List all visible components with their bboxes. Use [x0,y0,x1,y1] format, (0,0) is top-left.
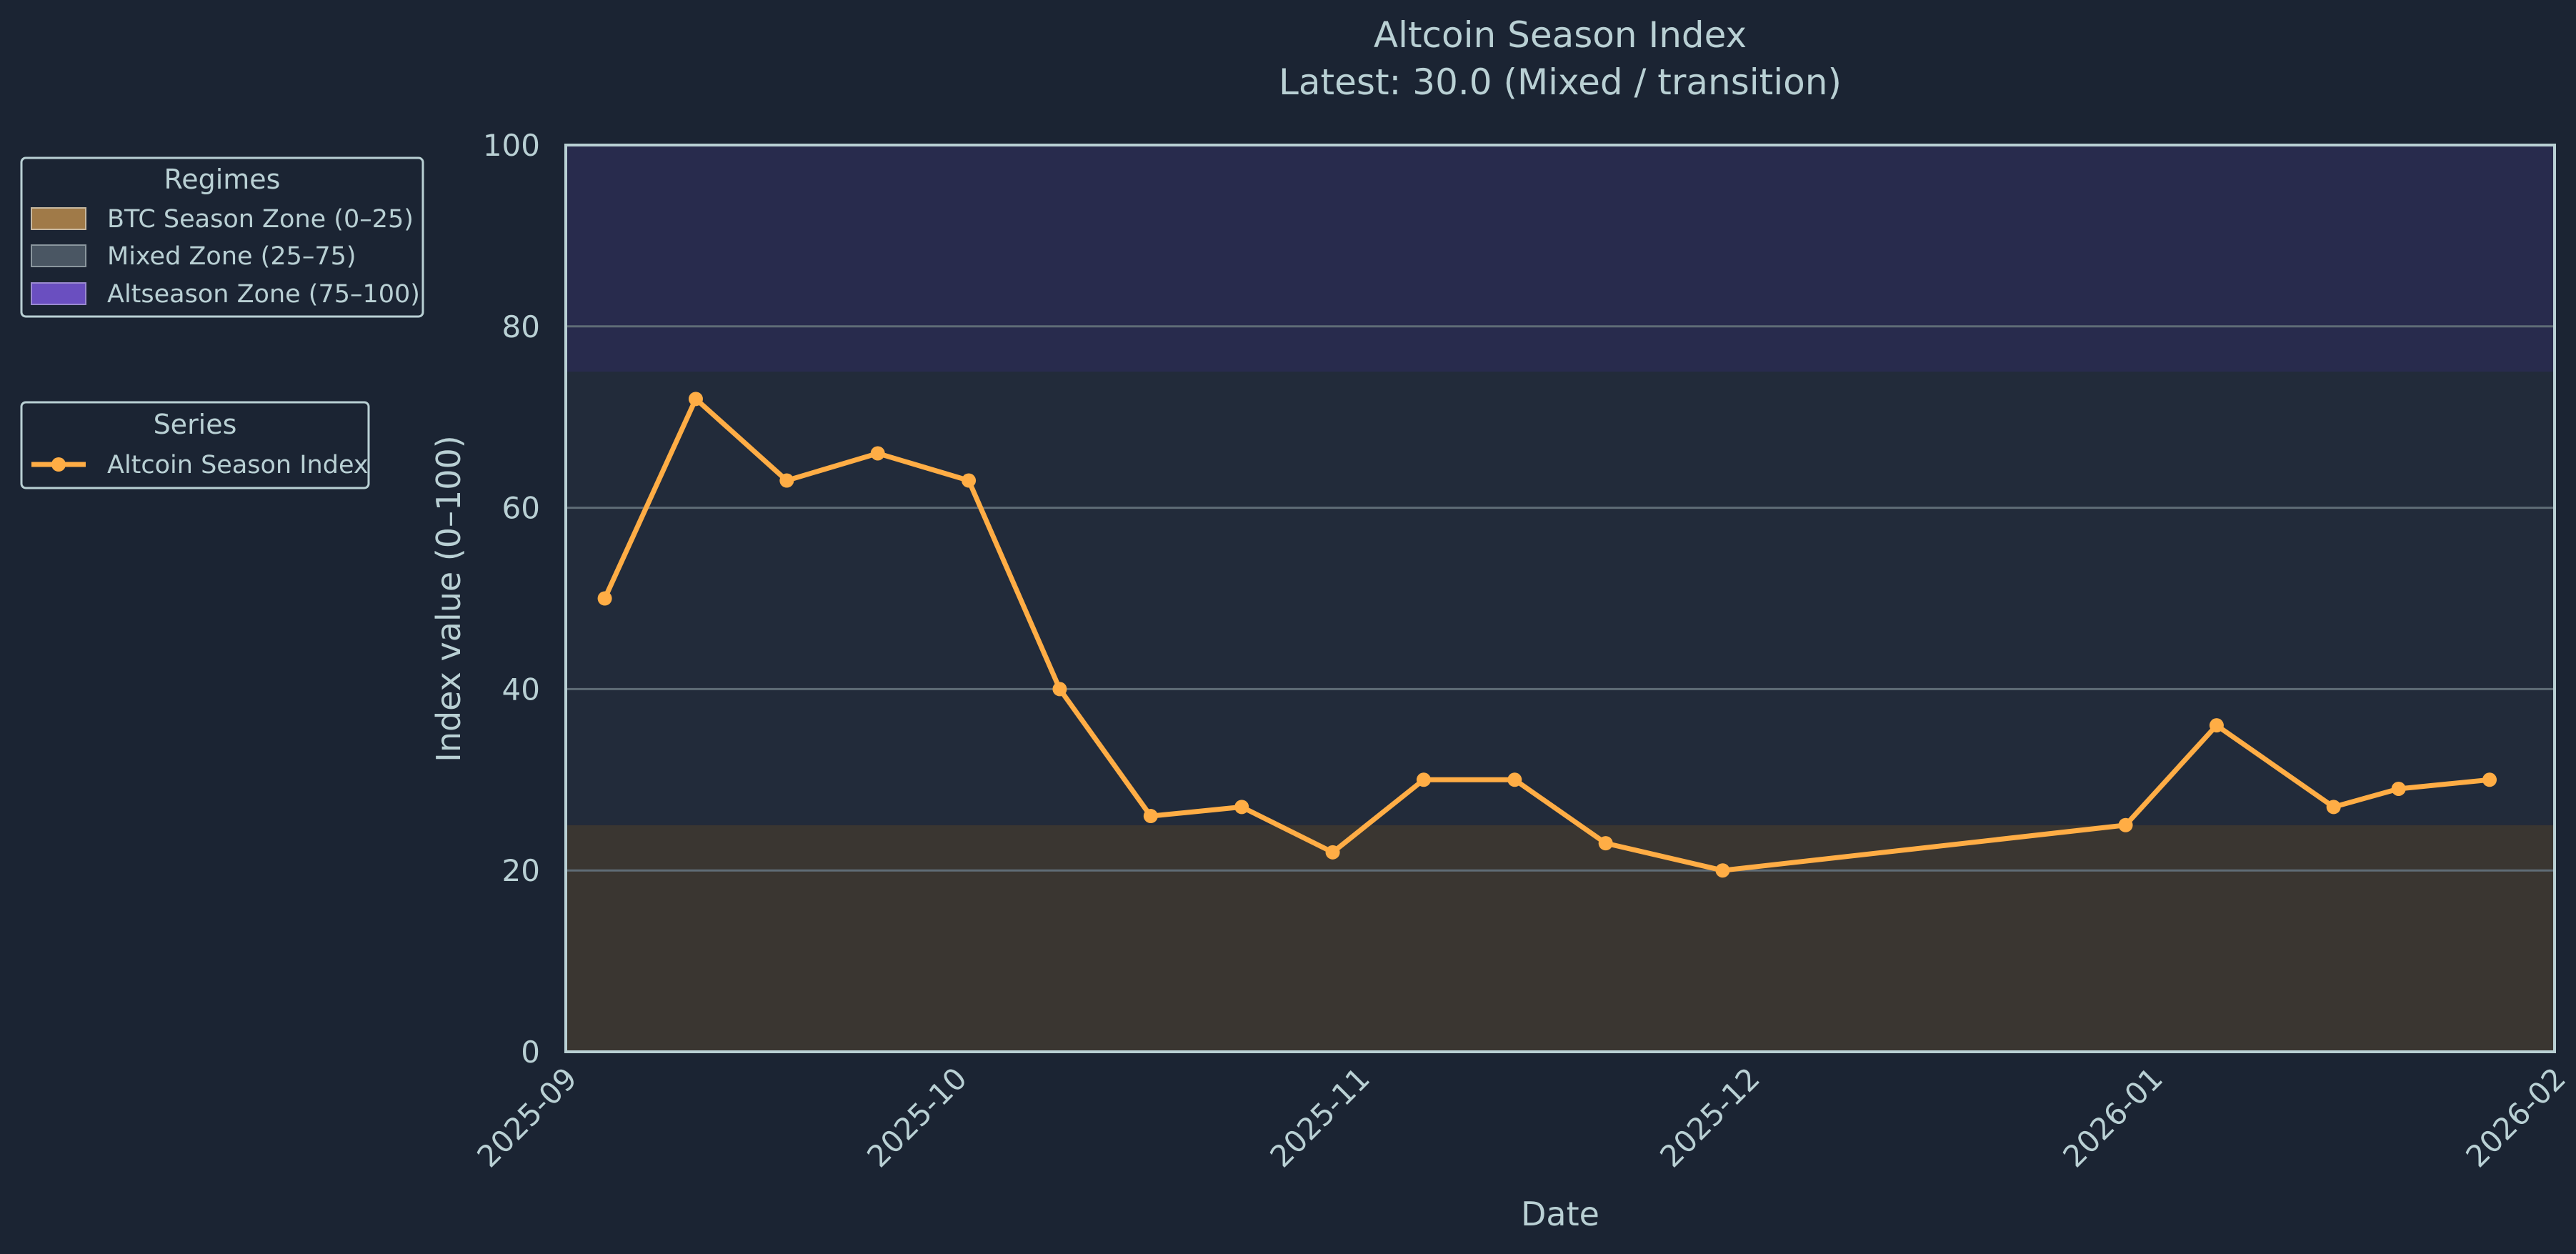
legend-regimes-title: Regimes [164,164,281,195]
y-axis-label: Index value (0–100) [429,435,468,762]
data-point-13 [2118,817,2133,832]
x-tick-labels: 2025-09 2025-10 2025-11 2025-12 2026-01 2026-… [470,1060,2572,1174]
y-tick-label-0: 0 [521,1035,540,1070]
band-btc-zone [566,825,2555,1052]
data-point-2 [779,473,794,488]
legend-swatch-btc-zone [31,207,86,230]
data-point-1 [688,392,703,407]
legend-regimes-box [20,156,424,318]
legend-marker-swatch [51,457,66,472]
legend-entry-altseason-zone: Altseason Zone (75–100) [107,280,420,309]
gridlines [566,325,2555,872]
x-axis-label: Date [1521,1195,1599,1233]
legend-entry-mixed-zone: Mixed Zone (25–75) [107,242,356,271]
series-layer [597,392,2497,878]
data-point-9 [1416,772,1431,787]
data-point-17 [2482,772,2497,787]
data-point-10 [1507,772,1522,787]
y-tick-label-40: 40 [502,672,540,707]
x-tick-label-2026-01: 2026-01 [2056,1060,2170,1174]
band-altseason-zone [566,145,2555,372]
data-point-3 [870,446,885,461]
y-tick-label-80: 80 [502,309,540,344]
data-point-4 [962,473,977,488]
legend-series-title: Series [154,409,237,440]
chart-subtitle: Latest: 30.0 (Mixed / transition) [1279,61,1842,103]
y-tick-label-60: 60 [502,491,540,526]
legend-swatch-altseason-zone [31,282,86,305]
legend-entry-altcoin-season-index: Altcoin Season Index [107,451,369,479]
x-tick-label-2025-09: 2025-09 [470,1060,584,1174]
legend-series-box [20,401,370,489]
data-point-11 [1598,836,1613,851]
data-point-5 [1052,682,1067,697]
x-tick-label-2025-10: 2025-10 [860,1060,974,1174]
legend-series: Series Altcoin Season Index [20,401,370,489]
data-point-14 [2209,718,2224,733]
data-point-16 [2391,781,2406,796]
data-point-8 [1325,845,1340,860]
y-tick-label-100: 100 [483,128,540,163]
band-mixed-zone [566,372,2555,825]
x-tick-label-2025-11: 2025-11 [1263,1060,1377,1174]
data-point-6 [1143,809,1158,824]
legend-regimes: Regimes BTC Season Zone (0–25) Mixed Zon… [20,156,424,318]
legend-swatch-mixed-zone [31,244,86,267]
y-tick-labels: 0 20 40 60 80 100 [483,128,540,1070]
chart-title: Altcoin Season Index [1374,14,1747,56]
data-point-15 [2326,800,2341,815]
y-tick-label-20: 20 [502,853,540,888]
series-line-altcoin-season-index [602,396,2492,873]
legend-entry-btc-zone: BTC Season Zone (0–25) [107,205,414,234]
data-point-12 [1715,863,1730,878]
data-point-0 [597,591,612,606]
regime-bands [566,145,2555,1052]
data-point-7 [1234,800,1249,815]
plot-frame [564,144,2556,1053]
x-tick-label-2026-02: 2026-02 [2459,1060,2572,1174]
x-tick-label-2025-12: 2025-12 [1653,1060,1767,1174]
